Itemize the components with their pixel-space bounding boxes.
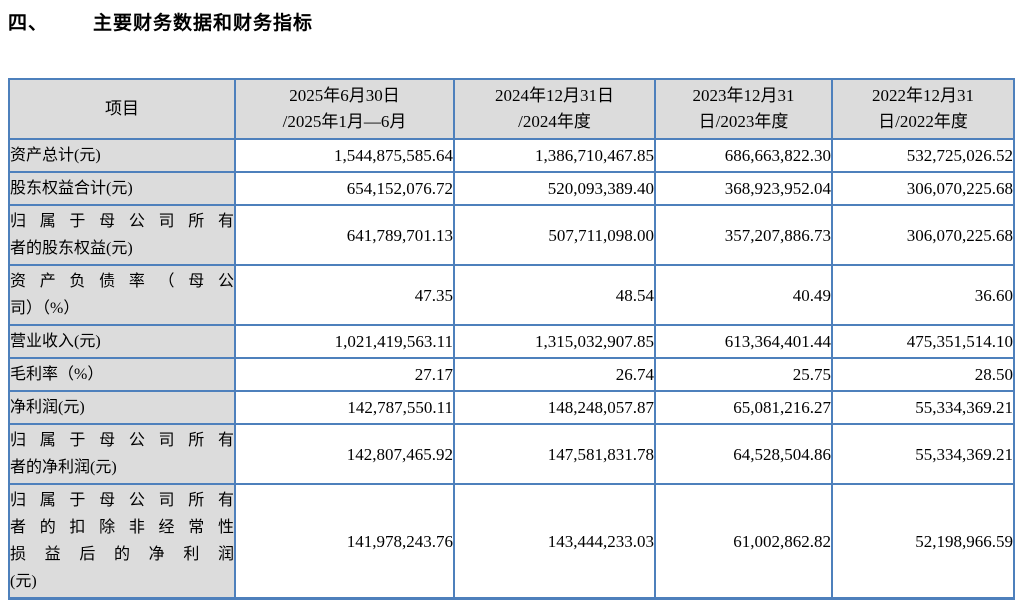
value-cell: 613,364,401.44 <box>654 324 833 359</box>
value-cell: 52,198,966.59 <box>831 483 1015 600</box>
row-label-line: (元) <box>10 573 37 590</box>
row-label-line: 者的股东权益(元) <box>10 240 133 257</box>
row-label-line: 归属于母公司所有 <box>10 492 234 509</box>
value-cell: 55,334,369.21 <box>831 423 1015 485</box>
value-cell: 142,807,465.92 <box>234 423 455 485</box>
header-period-2023: 2023年12月31 日/2023年度 <box>654 78 833 140</box>
table-row: 股东权益合计(元) 654,152,076.72 520,093,389.40 368… <box>8 171 1015 206</box>
header-line: 2023年12月31 <box>692 86 795 105</box>
row-label: 营业收入(元) <box>8 324 236 359</box>
row-label-line: 资产负债率（母公 <box>10 273 234 290</box>
value-cell: 141,978,243.76 <box>234 483 455 600</box>
header-line: /2025年1月—6月 <box>282 112 407 131</box>
table-row: 资产负债率（母公 司）（%） 47.35 48.54 40.49 36.60 <box>8 264 1015 326</box>
section-title-text: 主要财务数据和财务指标 <box>93 13 314 34</box>
row-label: 股东权益合计(元) <box>8 171 236 206</box>
section-title: 四、 主要财务数据和财务指标 <box>0 0 1020 36</box>
row-label: 归属于母公司所有 者的净利润(元) <box>8 423 236 485</box>
header-line: 2025年6月30日 <box>289 86 400 105</box>
value-cell: 143,444,233.03 <box>453 483 656 600</box>
value-cell: 147,581,831.78 <box>453 423 656 485</box>
row-label-line: 股东权益合计(元) <box>10 180 133 197</box>
table-row: 营业收入(元) 1,021,419,563.11 1,315,032,907.85 6… <box>8 324 1015 359</box>
value-cell: 641,789,701.13 <box>234 204 455 266</box>
value-cell: 26.74 <box>453 357 656 392</box>
table-row: 资产总计(元) 1,544,875,585.64 1,386,710,467.85 6… <box>8 138 1015 173</box>
value-cell: 55,334,369.21 <box>831 390 1015 425</box>
value-cell: 368,923,952.04 <box>654 171 833 206</box>
row-label: 净利润(元) <box>8 390 236 425</box>
row-label-line: 者的净利润(元) <box>10 459 117 476</box>
value-cell: 148,248,057.87 <box>453 390 656 425</box>
value-cell: 142,787,550.11 <box>234 390 455 425</box>
value-cell: 47.35 <box>234 264 455 326</box>
value-cell: 64,528,504.86 <box>654 423 833 485</box>
value-cell: 357,207,886.73 <box>654 204 833 266</box>
table-row: 归属于母公司所有 者的净利润(元) 142,807,465.92 147,581,83… <box>8 423 1015 485</box>
value-cell: 520,093,389.40 <box>453 171 656 206</box>
value-cell: 507,711,098.00 <box>453 204 656 266</box>
row-label: 资产总计(元) <box>8 138 236 173</box>
value-cell: 27.17 <box>234 357 455 392</box>
row-label-line: 净利润(元) <box>10 399 85 416</box>
row-label-line: 归属于母公司所有 <box>10 432 234 449</box>
section-number: 四、 <box>8 13 49 34</box>
row-label: 资产负债率（母公 司）（%） <box>8 264 236 326</box>
value-cell: 28.50 <box>831 357 1015 392</box>
row-label-line: 营业收入(元) <box>10 333 101 350</box>
header-line: 日/2022年度 <box>878 112 968 131</box>
row-label-line: 归属于母公司所有 <box>10 213 234 230</box>
value-cell: 40.49 <box>654 264 833 326</box>
value-cell: 1,544,875,585.64 <box>234 138 455 173</box>
row-label-line: 司）（%） <box>10 300 80 317</box>
value-cell: 48.54 <box>453 264 656 326</box>
row-label-line: 毛利率（%） <box>10 366 104 383</box>
value-cell: 475,351,514.10 <box>831 324 1015 359</box>
table-row: 归属于母公司所有 者的扣除非经常性 损益后的净利润 (元) 141,978,243.76… <box>8 483 1015 600</box>
value-cell: 65,081,216.27 <box>654 390 833 425</box>
header-period-2025: 2025年6月30日 /2025年1月—6月 <box>234 78 455 140</box>
value-cell: 1,315,032,907.85 <box>453 324 656 359</box>
row-label-line: 损益后的净利润 <box>10 546 234 563</box>
value-cell: 1,386,710,467.85 <box>453 138 656 173</box>
table-row: 毛利率（%） 27.17 26.74 25.75 28.50 <box>8 357 1015 392</box>
header-line: 2022年12月31 <box>872 86 974 105</box>
value-cell: 306,070,225.68 <box>831 204 1015 266</box>
row-label: 归属于母公司所有 者的股东权益(元) <box>8 204 236 266</box>
table-body: 资产总计(元) 1,544,875,585.64 1,386,710,467.85 6… <box>8 138 1015 600</box>
table-row: 归属于母公司所有 者的股东权益(元) 641,789,701.13 507,711,0… <box>8 204 1015 266</box>
header-line: 日/2023年度 <box>698 112 789 131</box>
header-line: /2024年度 <box>518 112 591 131</box>
row-label-line: 资产总计(元) <box>10 147 101 164</box>
row-label: 毛利率（%） <box>8 357 236 392</box>
header-period-2024: 2024年12月31日 /2024年度 <box>453 78 656 140</box>
header-item: 项目 <box>8 78 236 140</box>
header-period-2022: 2022年12月31 日/2022年度 <box>831 78 1015 140</box>
row-label-line: 者的扣除非经常性 <box>10 519 234 536</box>
value-cell: 686,663,822.30 <box>654 138 833 173</box>
row-label: 归属于母公司所有 者的扣除非经常性 损益后的净利润 (元) <box>8 483 236 600</box>
value-cell: 61,002,862.82 <box>654 483 833 600</box>
value-cell: 1,021,419,563.11 <box>234 324 455 359</box>
financial-data-table: 项目 2025年6月30日 /2025年1月—6月 2024年12月31日 /2… <box>8 78 1015 600</box>
table-header-row: 项目 2025年6月30日 /2025年1月—6月 2024年12月31日 /2… <box>8 78 1015 140</box>
value-cell: 654,152,076.72 <box>234 171 455 206</box>
value-cell: 532,725,026.52 <box>831 138 1015 173</box>
value-cell: 306,070,225.68 <box>831 171 1015 206</box>
value-cell: 25.75 <box>654 357 833 392</box>
header-line: 2024年12月31日 <box>495 86 614 105</box>
table-row: 净利润(元) 142,787,550.11 148,248,057.87 65,081… <box>8 390 1015 425</box>
value-cell: 36.60 <box>831 264 1015 326</box>
